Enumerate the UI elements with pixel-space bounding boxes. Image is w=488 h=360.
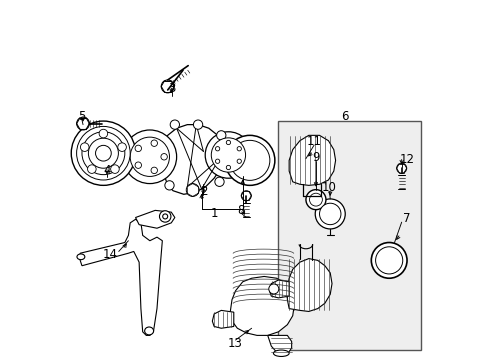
- Circle shape: [218, 159, 227, 168]
- Polygon shape: [135, 210, 175, 228]
- Bar: [278, 121, 421, 350]
- Circle shape: [237, 159, 241, 163]
- Circle shape: [87, 165, 96, 174]
- Text: 9: 9: [311, 151, 319, 165]
- Circle shape: [170, 120, 179, 129]
- Circle shape: [226, 140, 230, 145]
- Polygon shape: [212, 310, 233, 328]
- Circle shape: [88, 138, 118, 168]
- Circle shape: [95, 145, 111, 161]
- Circle shape: [161, 80, 174, 93]
- Circle shape: [224, 135, 274, 185]
- Polygon shape: [287, 258, 331, 311]
- Text: 5: 5: [78, 110, 85, 123]
- Text: 11: 11: [306, 135, 321, 148]
- Circle shape: [82, 132, 124, 175]
- Circle shape: [159, 211, 171, 222]
- Circle shape: [268, 284, 278, 294]
- Circle shape: [135, 162, 141, 168]
- Text: 1: 1: [210, 207, 218, 220]
- Circle shape: [186, 184, 199, 197]
- Text: 6: 6: [340, 110, 347, 123]
- Circle shape: [315, 199, 345, 229]
- Circle shape: [215, 159, 219, 163]
- Circle shape: [80, 143, 89, 152]
- Polygon shape: [269, 280, 288, 298]
- Circle shape: [370, 243, 406, 278]
- Circle shape: [99, 129, 107, 138]
- Circle shape: [161, 154, 167, 160]
- Circle shape: [71, 121, 135, 185]
- Circle shape: [237, 147, 241, 151]
- Circle shape: [151, 167, 157, 174]
- Circle shape: [130, 137, 169, 176]
- Polygon shape: [267, 336, 291, 354]
- Text: 13: 13: [228, 337, 243, 350]
- Circle shape: [135, 145, 141, 152]
- Polygon shape: [288, 135, 335, 185]
- Text: 14: 14: [103, 248, 118, 261]
- Circle shape: [164, 181, 174, 190]
- Text: 4: 4: [103, 164, 110, 177]
- Circle shape: [396, 163, 406, 173]
- Text: 3: 3: [167, 82, 175, 95]
- Text: 12: 12: [399, 153, 414, 166]
- Text: 7: 7: [403, 212, 410, 225]
- Circle shape: [118, 143, 126, 152]
- Text: 10: 10: [322, 181, 336, 194]
- Text: 2: 2: [199, 185, 207, 198]
- Ellipse shape: [273, 350, 288, 356]
- Circle shape: [205, 132, 251, 178]
- Circle shape: [77, 126, 130, 180]
- Circle shape: [309, 193, 322, 206]
- Ellipse shape: [144, 327, 153, 335]
- Circle shape: [375, 247, 402, 274]
- Circle shape: [110, 165, 119, 174]
- Text: 8: 8: [237, 204, 244, 217]
- Circle shape: [211, 138, 245, 172]
- Circle shape: [77, 117, 89, 130]
- Circle shape: [214, 177, 224, 186]
- Circle shape: [123, 130, 176, 184]
- Polygon shape: [80, 219, 162, 336]
- Circle shape: [229, 140, 269, 180]
- Circle shape: [319, 203, 340, 225]
- Circle shape: [151, 140, 157, 147]
- Polygon shape: [160, 125, 224, 194]
- Circle shape: [193, 120, 203, 129]
- Circle shape: [241, 191, 251, 201]
- Circle shape: [305, 190, 325, 210]
- Circle shape: [216, 131, 225, 140]
- Ellipse shape: [77, 254, 84, 260]
- Circle shape: [163, 214, 167, 219]
- Circle shape: [226, 165, 230, 170]
- Circle shape: [215, 147, 219, 151]
- Polygon shape: [230, 276, 294, 336]
